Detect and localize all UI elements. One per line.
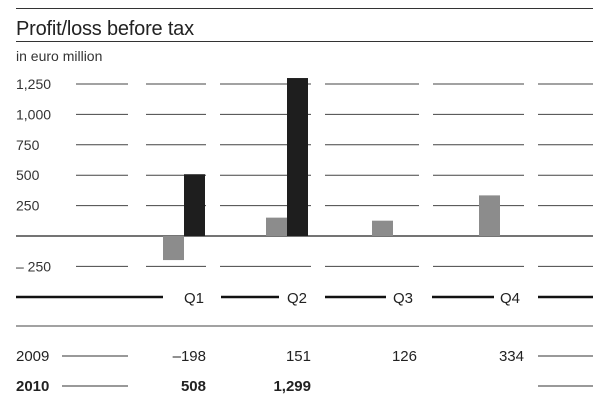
x-tick-label: Q4 — [500, 290, 520, 307]
top-rule — [16, 8, 593, 9]
bar-2010-Q1 — [184, 174, 205, 236]
data-label-2009-Q4: 334 — [499, 348, 524, 365]
y-tick-label: – 250 — [16, 258, 51, 274]
bar-2010-Q2 — [287, 78, 308, 237]
y-tick-label: 1,000 — [16, 106, 51, 122]
unit-label: in euro million — [16, 48, 103, 64]
bar-2009-Q3 — [372, 220, 393, 236]
data-label-2010-Q2: 1,299 — [273, 378, 311, 395]
y-tick-label: 250 — [16, 198, 40, 214]
data-label-2010-Q1: 508 — [181, 378, 206, 395]
data-label-2009-Q3: 126 — [392, 348, 417, 365]
x-tick-label: Q2 — [287, 290, 307, 307]
bar-2009-Q1 — [163, 236, 184, 261]
bar-2009-Q2 — [266, 217, 287, 236]
x-tick-label: Q3 — [393, 290, 413, 307]
data-label-2009-Q1: –198 — [173, 348, 206, 365]
row-label-2010: 2010 — [16, 378, 49, 395]
bar-2009-Q4 — [479, 195, 500, 236]
data-label-2009-Q2: 151 — [286, 348, 311, 365]
row-label-2009: 2009 — [16, 348, 49, 365]
y-tick-label: 750 — [16, 137, 40, 153]
x-tick-label: Q1 — [184, 290, 204, 307]
chart-title: Profit/loss before tax — [16, 18, 194, 40]
title-underline — [16, 41, 593, 42]
y-tick-label: 1,250 — [16, 76, 51, 92]
y-tick-label: 500 — [16, 167, 40, 183]
